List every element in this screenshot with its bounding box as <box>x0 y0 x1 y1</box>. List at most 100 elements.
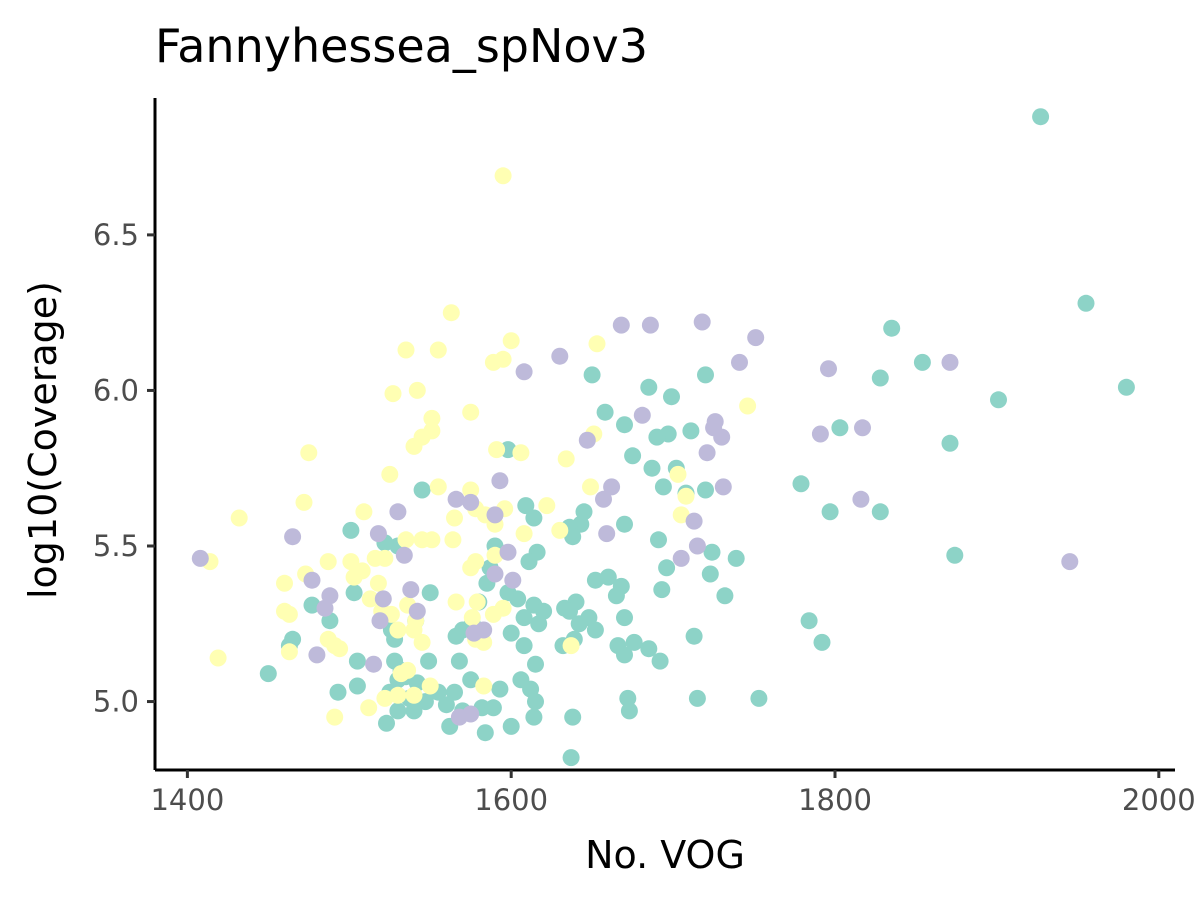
data-point <box>502 332 520 350</box>
data-point <box>640 640 658 658</box>
data-point <box>1061 553 1079 571</box>
data-point <box>658 559 676 577</box>
data-point <box>491 680 509 698</box>
data-point <box>517 497 535 515</box>
data-point <box>820 360 837 378</box>
data-point <box>530 615 548 633</box>
data-point <box>941 353 959 371</box>
data-point <box>365 655 383 673</box>
data-point <box>599 568 617 586</box>
data-point <box>429 341 447 359</box>
data-point <box>421 677 439 695</box>
data-point <box>342 521 360 539</box>
data-point <box>747 329 765 347</box>
data-point <box>374 590 392 608</box>
data-point <box>624 447 642 465</box>
data-point <box>525 509 543 527</box>
data-point <box>381 465 399 483</box>
data-point <box>883 319 901 337</box>
data-point <box>612 316 630 334</box>
data-point <box>515 637 533 655</box>
data-point <box>389 702 407 720</box>
data-point <box>990 391 1007 409</box>
data-point <box>331 640 349 658</box>
data-point <box>413 481 431 499</box>
data-point <box>682 422 700 440</box>
data-point <box>527 655 544 673</box>
data-point <box>509 590 527 608</box>
data-point <box>596 403 614 421</box>
data-point <box>551 521 569 539</box>
x-tick-label: 1600 <box>474 783 548 817</box>
data-point <box>643 459 661 477</box>
data-point <box>462 403 480 421</box>
x-axis-ticks: 1400 1600 1800 2000 <box>150 770 1196 817</box>
data-point <box>648 428 666 446</box>
y-tick-label: 6.0 <box>93 373 139 407</box>
data-point <box>739 397 757 415</box>
data-point <box>423 409 441 427</box>
data-point <box>389 621 407 639</box>
data-point <box>230 509 248 527</box>
data-point <box>300 444 318 462</box>
data-point <box>792 475 810 493</box>
data-point <box>276 574 293 592</box>
data-point <box>616 515 633 533</box>
data-point <box>316 599 334 617</box>
data-point <box>641 316 659 334</box>
data-point <box>465 624 483 642</box>
data-point <box>588 335 606 353</box>
data-point <box>284 528 302 546</box>
data-point <box>672 506 690 524</box>
x-tick-label: 1800 <box>798 783 872 817</box>
data-point <box>405 437 423 455</box>
data-point <box>616 646 633 664</box>
data-point <box>389 686 407 704</box>
data-point <box>437 696 455 714</box>
data-point <box>392 665 410 683</box>
data-point <box>831 419 849 437</box>
data-point <box>913 353 931 371</box>
data-point <box>800 612 818 630</box>
data-point <box>672 549 690 567</box>
data-point <box>731 353 748 371</box>
data-point <box>342 553 360 571</box>
data-point <box>527 693 544 711</box>
data-point <box>348 652 366 670</box>
data-point <box>389 503 407 521</box>
data-point <box>303 571 321 589</box>
data-point <box>450 708 468 726</box>
data-point <box>486 506 504 524</box>
data-point <box>280 605 298 623</box>
data-point <box>677 487 695 505</box>
data-point <box>467 553 485 571</box>
data-point <box>750 689 768 707</box>
data-point <box>538 497 556 515</box>
data-point <box>369 574 387 592</box>
data-point <box>697 481 714 499</box>
data-point <box>345 568 363 586</box>
data-point <box>582 478 599 496</box>
data-point <box>562 749 580 767</box>
data-point <box>821 503 839 521</box>
data-point <box>446 683 463 701</box>
data-point <box>669 465 687 483</box>
data-point <box>429 478 447 496</box>
data-point <box>564 528 582 546</box>
data-point <box>871 503 889 521</box>
data-point <box>586 571 604 589</box>
data-point <box>713 428 731 446</box>
data-point <box>697 366 714 384</box>
data-point <box>397 341 415 359</box>
data-point <box>693 313 711 331</box>
data-point <box>462 493 480 511</box>
data-point <box>408 602 426 620</box>
data-point <box>259 665 277 683</box>
y-axis-title: log10(Coverage) <box>21 281 65 599</box>
data-point <box>421 584 439 602</box>
data-point <box>384 385 402 403</box>
data-point <box>463 609 481 627</box>
data-point <box>326 708 344 726</box>
